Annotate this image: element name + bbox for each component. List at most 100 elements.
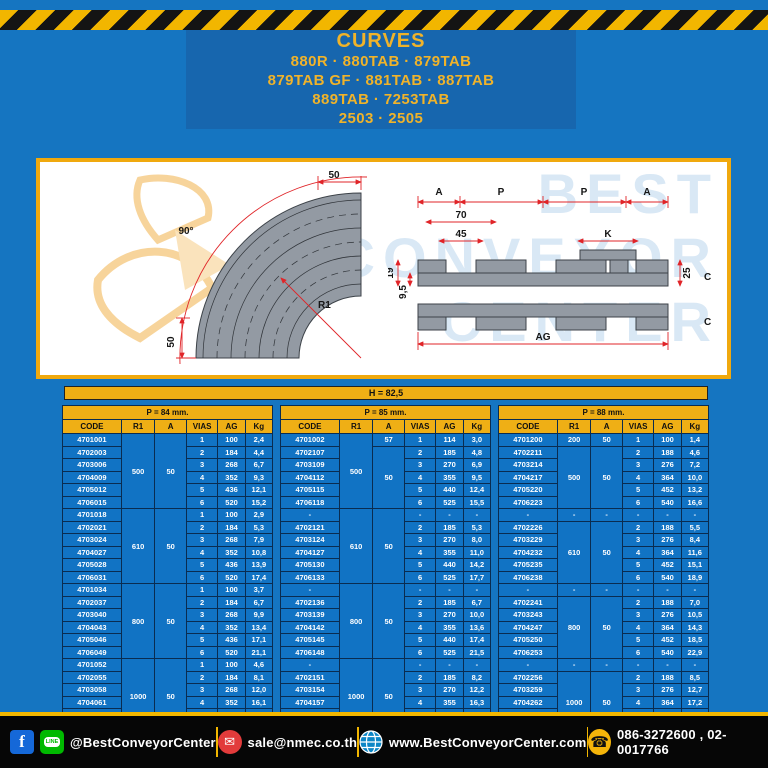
- vias-cell: -: [403, 508, 437, 522]
- code-cell: 4706118: [280, 495, 340, 509]
- footer-social-section: f LINE @BestConveyorCenter: [10, 730, 216, 754]
- table-row: 4703040 3 268 9,9: [62, 608, 274, 622]
- vias-cell: 2: [621, 670, 655, 684]
- table-row: -800 50- - -: [280, 583, 492, 659]
- code-cell: -: [498, 508, 558, 522]
- kg-cell: 12,7: [680, 683, 710, 697]
- section-diagram: A P P A 70 45 K 25: [388, 187, 711, 350]
- kg-cell: -: [462, 658, 492, 672]
- vias-cell: 3: [621, 683, 655, 697]
- tables-row: P = 84 mm. CODE R1 A VIAS AG Kg 4701001 500 50 1 10…: [62, 405, 710, 734]
- ag-cell: 540: [653, 645, 682, 659]
- title-line-2: 879TAB GF · 881TAB · 887TAB: [267, 72, 495, 89]
- table-row: 4702055 2 184 8,1: [62, 670, 274, 684]
- ag-cell: 114: [435, 433, 464, 447]
- table-row: 4701018 610 50 1 100 2,9: [62, 508, 274, 584]
- ag-cell: 352: [217, 620, 246, 634]
- table-row: 4705012 5 436 12,1: [62, 483, 274, 497]
- table-row: ------: [498, 508, 710, 522]
- dim-a-right: A: [643, 187, 650, 198]
- code-cell: 4704232: [498, 545, 558, 559]
- kg-cell: 6,9: [462, 458, 492, 472]
- email-link[interactable]: sale@nmec.co.th: [247, 734, 358, 750]
- ag-cell: 268: [217, 533, 246, 547]
- code-cell: 4703259: [498, 683, 558, 697]
- table-row: 4703259 3 276 12,7: [498, 683, 710, 697]
- facebook-icon[interactable]: f: [10, 730, 34, 754]
- phone-numbers[interactable]: 086-3272600 , 02-0017766: [616, 727, 727, 757]
- ag-cell: 364: [653, 620, 682, 634]
- ag-cell: 184: [217, 520, 246, 534]
- ag-cell: -: [435, 508, 464, 522]
- ag-cell: 188: [653, 670, 682, 684]
- kg-cell: 15,1: [680, 558, 710, 572]
- kg-cell: 4,6: [244, 658, 274, 672]
- table-row: 4703243 3 276 10,5: [498, 608, 710, 622]
- vias-cell: 1: [185, 583, 219, 597]
- code-cell: 4705012: [62, 483, 122, 497]
- kg-cell: 12,2: [462, 683, 492, 697]
- a-cell: -: [590, 508, 623, 522]
- table-row: 4704027 4 352 10,8: [62, 545, 274, 559]
- phone-icon[interactable]: ☎: [588, 729, 611, 755]
- vias-cell: 6: [621, 570, 655, 584]
- ag-cell: 185: [435, 520, 464, 534]
- kg-cell: 12,4: [462, 483, 492, 497]
- table-row: -610 50- - -: [280, 508, 492, 584]
- code-cell: 4705250: [498, 633, 558, 647]
- table-row: 4706253 6 540 22,9: [498, 645, 710, 659]
- code-cell: 4705235: [498, 558, 558, 572]
- website-link[interactable]: www.BestConveyorCenter.com: [388, 734, 587, 750]
- table-row: 4704157 4 355 16,3: [280, 695, 492, 709]
- vias-cell: 2: [621, 520, 655, 534]
- code-cell: 4703229: [498, 533, 558, 547]
- vias-cell: 2: [185, 445, 219, 459]
- ag-cell: 355: [435, 545, 464, 559]
- h-dimension-bar: H = 82,5: [64, 386, 708, 400]
- ag-cell: 436: [217, 558, 246, 572]
- ag-cell: 540: [653, 495, 682, 509]
- code-cell: 4701001: [62, 433, 122, 447]
- dim-9-5: 9,5: [398, 285, 409, 299]
- r1-cell: 500: [120, 433, 156, 509]
- table-row: 4701052 1000 50 1 100 4,6: [62, 658, 274, 734]
- kg-cell: 8,0: [462, 533, 492, 547]
- kg-cell: 5,5: [680, 520, 710, 534]
- a-cell: 50: [590, 433, 623, 447]
- r1-cell: -: [556, 658, 592, 672]
- vias-cell: 4: [403, 620, 437, 634]
- line-icon[interactable]: LINE: [40, 730, 64, 754]
- kg-cell: 9,5: [462, 470, 492, 484]
- code-cell: 4704043: [62, 620, 122, 634]
- globe-icon[interactable]: [359, 730, 383, 754]
- a-cell: 50: [372, 508, 405, 584]
- table-row: 4704232 4 364 11,6: [498, 545, 710, 559]
- table-row: 4702256 1000 50 2 188 8,5: [498, 670, 710, 734]
- dim-45: 45: [455, 229, 467, 240]
- vias-cell: -: [621, 583, 655, 597]
- r1-cell: 800: [338, 583, 374, 659]
- tab-insert-piece: [579, 249, 637, 261]
- code-cell: -: [280, 508, 340, 522]
- ag-cell: 276: [653, 683, 682, 697]
- kg-cell: 8,5: [680, 670, 710, 684]
- watermark-line: BEST: [537, 162, 719, 225]
- ag-cell: -: [653, 508, 682, 522]
- kg-cell: 16,6: [680, 495, 710, 509]
- kg-cell: 17,7: [462, 570, 492, 584]
- kg-cell: 2,4: [244, 433, 274, 447]
- code-cell: 4701002: [280, 433, 340, 447]
- mail-icon[interactable]: ✉: [217, 730, 242, 754]
- data-table-2: P = 85 mm. CODE R1 A VIAS AG Kg 4701002 500 57 1 11…: [280, 405, 492, 734]
- column-header: CODE: [62, 419, 122, 434]
- code-cell: 4702241: [498, 595, 558, 609]
- table-row: ------: [498, 583, 710, 597]
- dim-p-left: P: [498, 187, 505, 198]
- social-handle[interactable]: @BestConveyorCenter: [70, 734, 216, 750]
- table-row: 4703139 3 270 10,0: [280, 608, 492, 622]
- dim-19: 19: [388, 267, 396, 279]
- kg-cell: 18,9: [680, 570, 710, 584]
- code-cell: 4705145: [280, 633, 340, 647]
- vias-cell: 5: [403, 558, 437, 572]
- table-row: 4705046 5 436 17,1: [62, 633, 274, 647]
